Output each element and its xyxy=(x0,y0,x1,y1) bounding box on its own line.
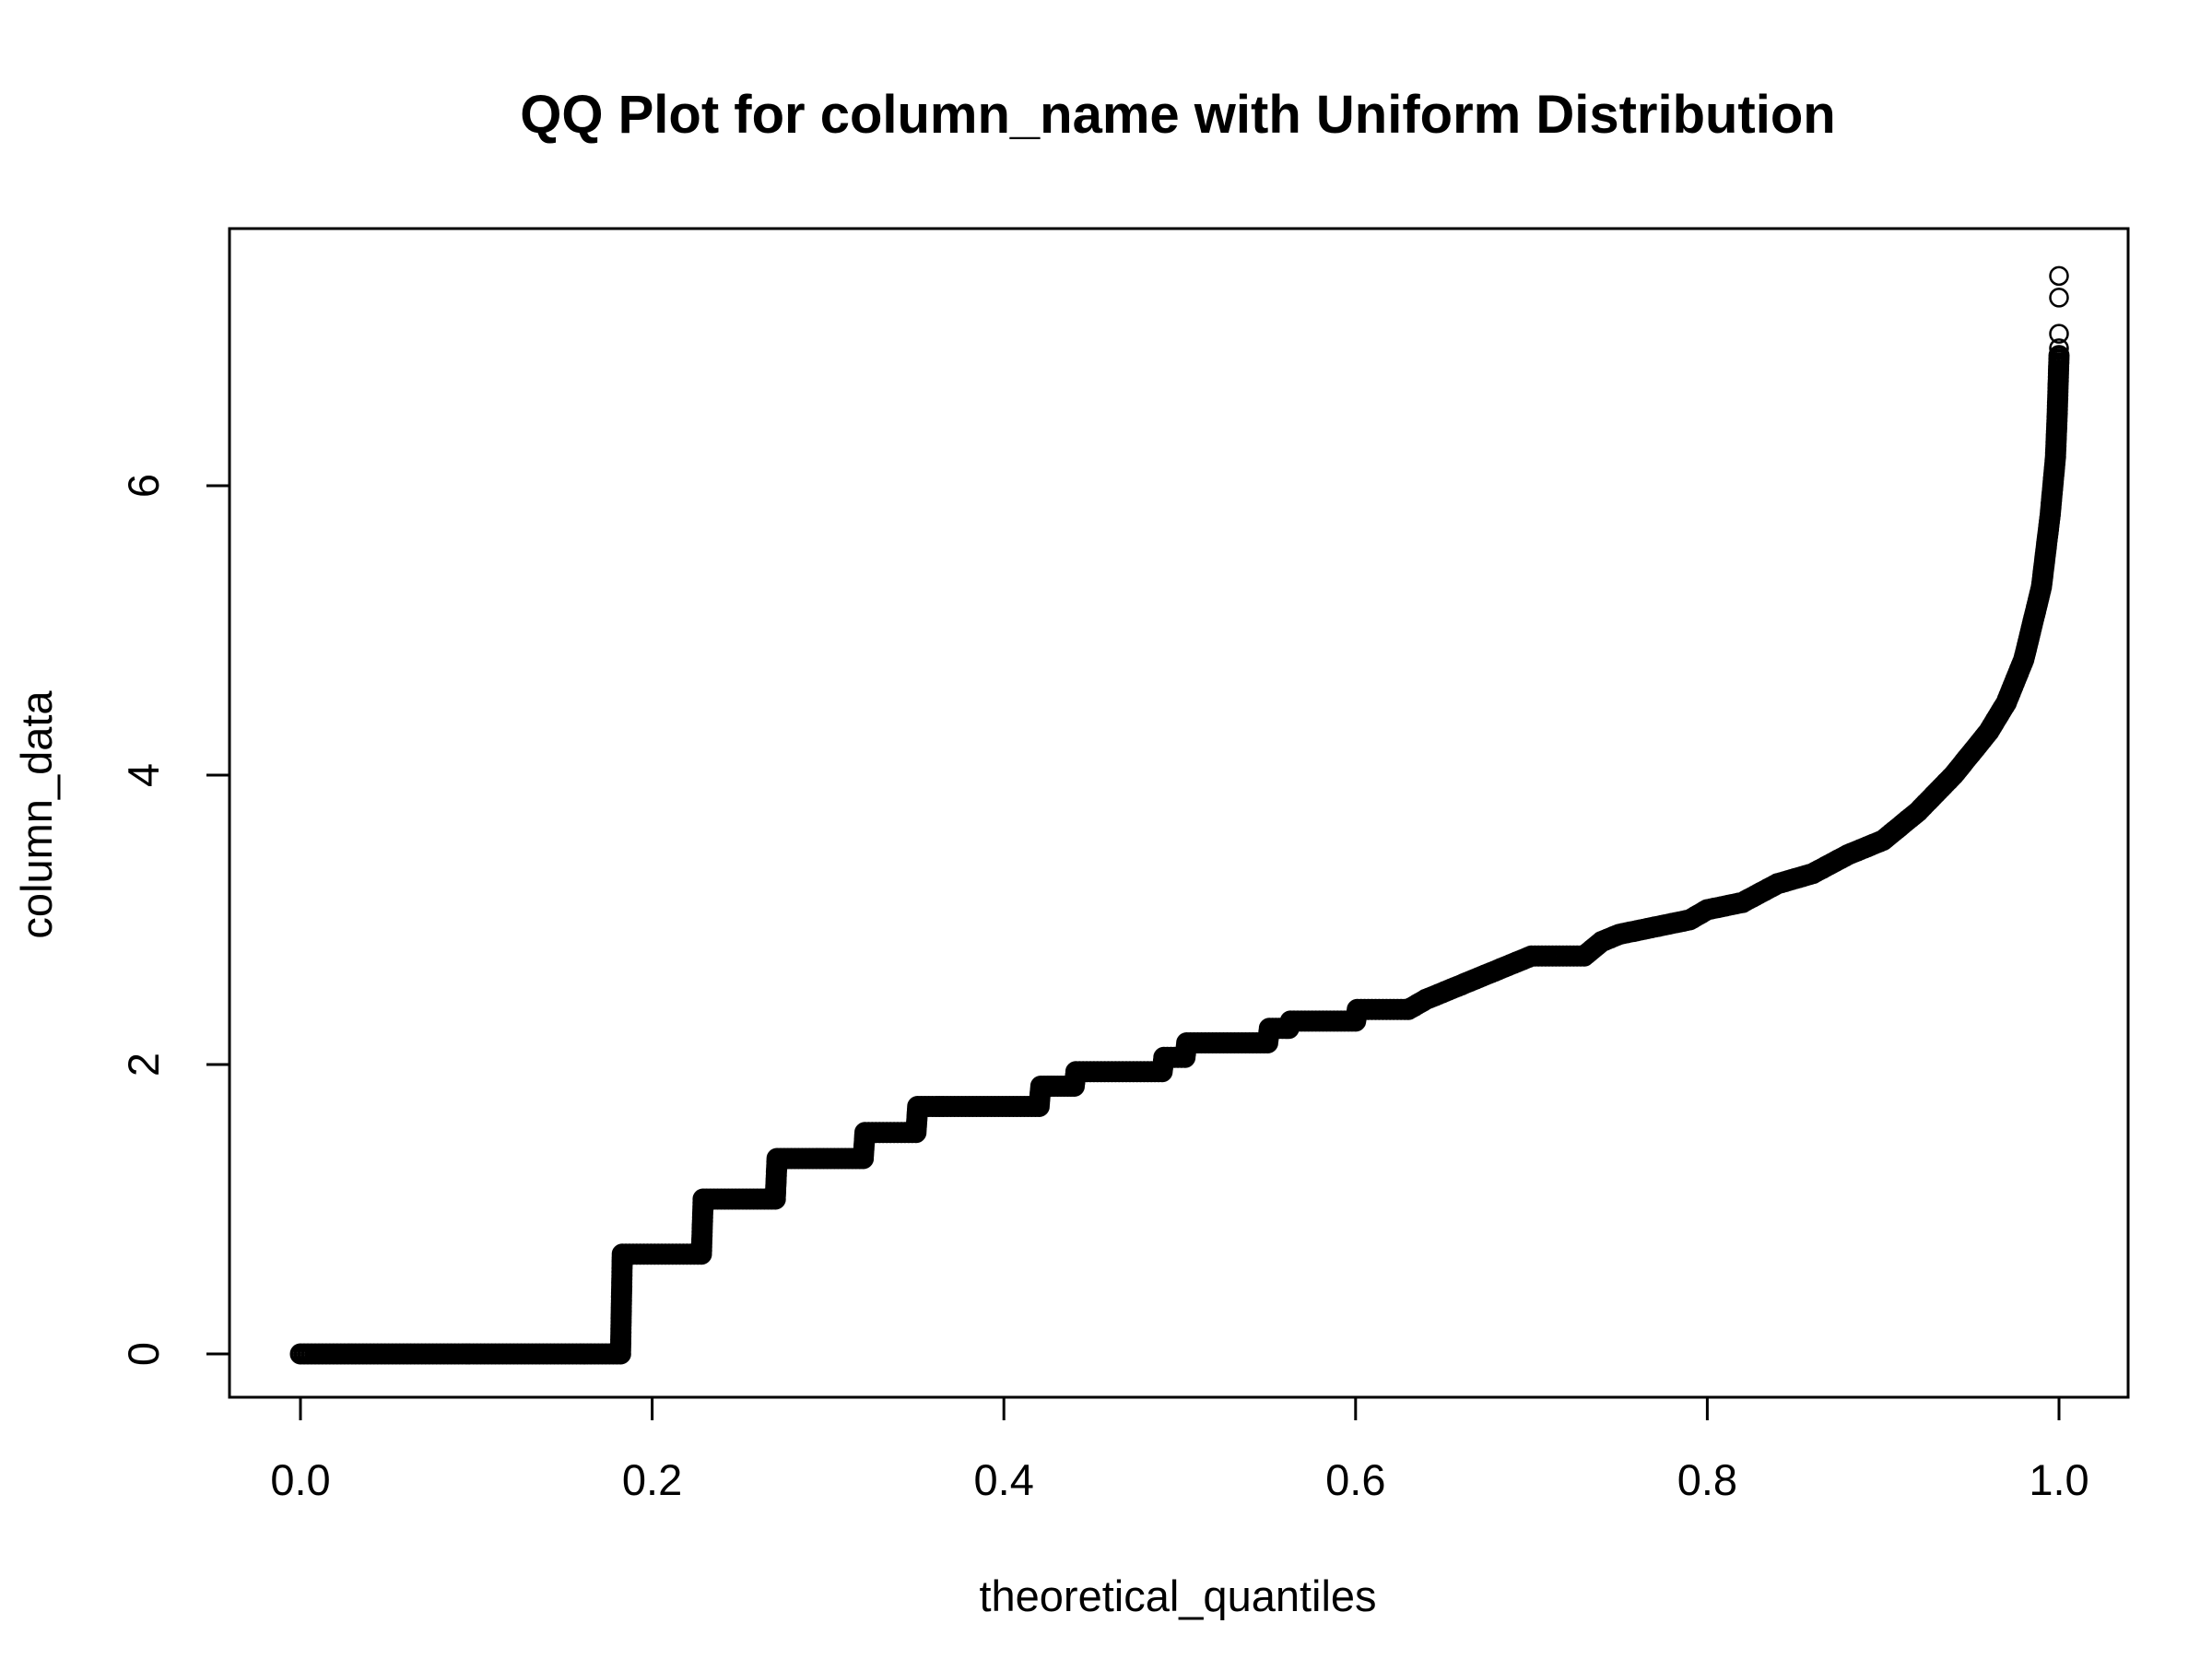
y-tick-label: 4 xyxy=(119,763,168,787)
plot-frame xyxy=(228,227,2130,1399)
outlier-point xyxy=(2049,288,2069,308)
chart-title: QQ Plot for column_name with Uniform Dis… xyxy=(520,85,1835,145)
y-tick-label: 0 xyxy=(119,1342,168,1366)
data-point xyxy=(2048,345,2070,367)
x-tick-label: 0.8 xyxy=(1677,1455,1737,1504)
x-tick-label: 0.0 xyxy=(270,1455,330,1504)
y-axis: 0 2 4 6 xyxy=(119,474,231,1366)
outlier-point xyxy=(2049,324,2069,344)
x-tick-label: 0.2 xyxy=(622,1455,682,1504)
x-axis: 0.0 0.2 0.4 0.6 0.8 1.0 xyxy=(270,1395,2089,1504)
outlier-point xyxy=(2049,265,2069,287)
y-tick-label: 2 xyxy=(119,1053,168,1077)
outlier-point xyxy=(2049,338,2069,359)
y-tick-label: 6 xyxy=(119,474,168,498)
y-axis-label: column_data xyxy=(12,690,61,939)
x-axis-label: theoretical_quantiles xyxy=(979,1571,1376,1620)
x-tick-label: 0.6 xyxy=(1325,1455,1385,1504)
x-tick-label: 0.4 xyxy=(974,1455,1034,1504)
data-points xyxy=(289,265,2070,1365)
x-tick-label: 1.0 xyxy=(2029,1455,2088,1504)
